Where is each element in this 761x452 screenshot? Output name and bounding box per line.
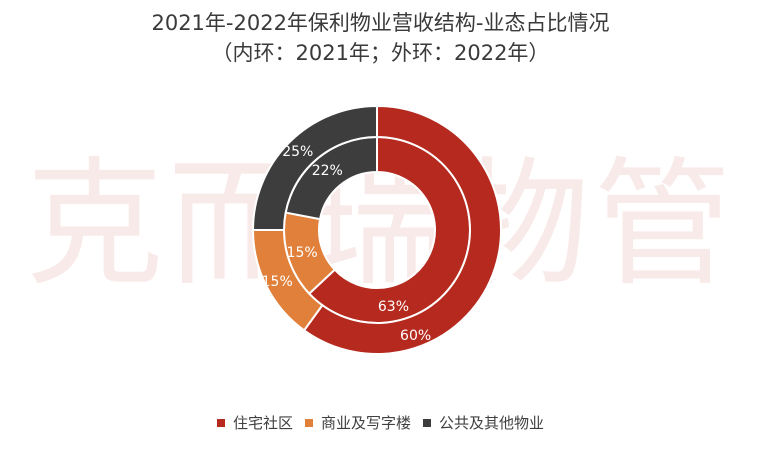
outer-label-residential: 60% bbox=[400, 328, 431, 344]
outer-slice-public bbox=[251, 104, 378, 231]
legend-swatch-residential bbox=[216, 418, 225, 427]
chart-title: 2021年-2022年保利物业营收结构-业态占比情况 （内环：2021年；外环：… bbox=[0, 8, 761, 68]
legend-item-residential: 住宅社区 bbox=[216, 412, 293, 433]
legend-item-commercial: 商业及写字楼 bbox=[304, 412, 411, 433]
outer-label-public: 25% bbox=[282, 144, 313, 160]
outer-label-commercial: 15% bbox=[262, 274, 293, 290]
chart-subtitle: （内环：2021年；外环：2022年） bbox=[211, 41, 550, 65]
watermark: 克而瑞物管 bbox=[25, 144, 736, 305]
inner-label-public: 22% bbox=[312, 163, 343, 179]
legend-label-public: 公共及其他物业 bbox=[439, 414, 545, 432]
chart-title-main: 2021年-2022年保利物业营收结构-业态占比情况 bbox=[151, 11, 610, 35]
inner-label-commercial: 15% bbox=[287, 245, 318, 261]
outer-slice-residential bbox=[302, 104, 502, 355]
inner-label-residential: 63% bbox=[378, 299, 409, 315]
legend-label-commercial: 商业及写字楼 bbox=[320, 414, 411, 432]
legend-label-residential: 住宅社区 bbox=[232, 414, 293, 432]
legend-swatch-commercial bbox=[304, 418, 313, 427]
legend-item-public: 公共及其他物业 bbox=[423, 412, 544, 433]
legend: 住宅社区 商业及写字楼 公共及其他物业 bbox=[0, 412, 761, 433]
legend-swatch-public bbox=[423, 418, 431, 427]
